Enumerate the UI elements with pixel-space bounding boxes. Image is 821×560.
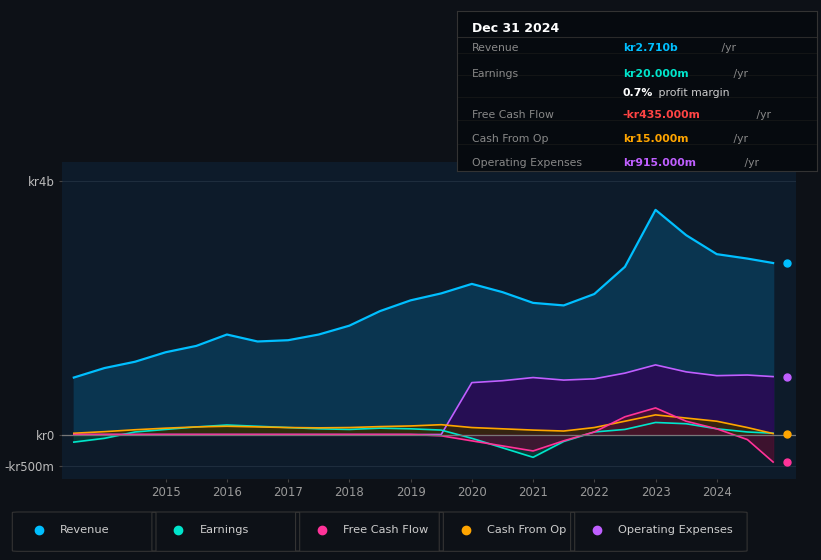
Text: /yr: /yr: [730, 134, 747, 144]
Text: kr15.000m: kr15.000m: [622, 134, 688, 144]
Text: Earnings: Earnings: [472, 69, 519, 78]
Text: /yr: /yr: [730, 69, 747, 78]
Text: Operating Expenses: Operating Expenses: [472, 158, 582, 168]
Text: profit margin: profit margin: [655, 88, 730, 98]
Text: Revenue: Revenue: [60, 525, 109, 535]
Text: Cash From Op: Cash From Op: [487, 525, 566, 535]
Text: kr915.000m: kr915.000m: [622, 158, 695, 168]
Text: kr2.710b: kr2.710b: [622, 43, 677, 53]
Text: Cash From Op: Cash From Op: [472, 134, 548, 144]
Text: Revenue: Revenue: [472, 43, 519, 53]
Text: /yr: /yr: [753, 110, 771, 120]
Text: Earnings: Earnings: [200, 525, 249, 535]
Text: Operating Expenses: Operating Expenses: [618, 525, 733, 535]
Text: 0.7%: 0.7%: [622, 88, 653, 98]
Text: Dec 31 2024: Dec 31 2024: [472, 22, 559, 35]
Text: kr20.000m: kr20.000m: [622, 69, 688, 78]
Text: /yr: /yr: [741, 158, 759, 168]
Text: -kr435.000m: -kr435.000m: [622, 110, 700, 120]
Text: /yr: /yr: [718, 43, 736, 53]
Text: Free Cash Flow: Free Cash Flow: [472, 110, 553, 120]
Text: Free Cash Flow: Free Cash Flow: [343, 525, 429, 535]
